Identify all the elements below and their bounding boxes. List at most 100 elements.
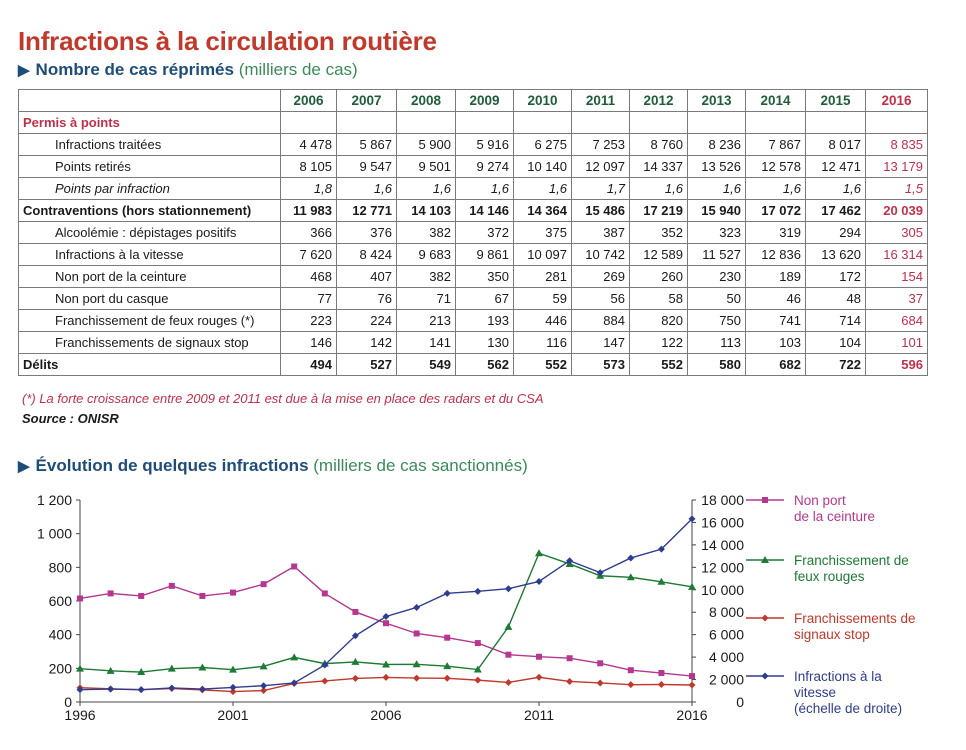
table-cell: [396, 111, 456, 134]
table-cell: 5 900: [396, 133, 456, 156]
table-row: Points par infraction 1,8 1,6 1,6 1,6 1,6 1,7 1…: [18, 177, 928, 200]
right-axis-tick-label: 2 000: [709, 672, 744, 688]
legend-label: Infractions à la vitesse (échelle de droit…: [794, 669, 902, 716]
row-label: Points par infraction: [18, 177, 281, 200]
table-cell: 562: [455, 353, 514, 376]
table-cell: 46: [745, 287, 806, 310]
left-axis-tick-label: 1 200: [37, 492, 72, 508]
table-cell: 15 486: [571, 199, 630, 222]
legend-label: Franchissements de signaux stop: [794, 611, 916, 642]
table-cell: 189: [745, 265, 806, 288]
table-cell: 5 916: [455, 133, 514, 156]
series-marker: [474, 587, 482, 595]
series-marker: [443, 662, 452, 670]
series-marker: [474, 676, 482, 684]
table-row: Points retirés 8 105 9 547 9 501 9 274 10 140…: [18, 155, 928, 178]
row-label: Franchissement de feux rouges (*): [18, 309, 281, 332]
table-cell: 71: [396, 287, 456, 310]
legend-label-line: Franchissements de: [794, 611, 916, 626]
row-label: Non port de la ceinture: [18, 265, 281, 288]
table-cell: 552: [629, 353, 688, 376]
series-marker: [505, 651, 512, 658]
series-marker: [198, 663, 207, 671]
table-cell: 12 471: [805, 155, 866, 178]
table-row: Non port de la ceinture 468 407 382 350 281 26…: [18, 265, 928, 288]
table-cell: [805, 111, 866, 134]
table-cell: [629, 111, 688, 134]
table-cell: 7 867: [745, 133, 806, 156]
series-marker: [596, 569, 604, 577]
series-marker: [168, 684, 176, 692]
series-marker: [229, 665, 237, 673]
legend-label-line: de la ceinture: [794, 509, 875, 524]
header-corner: [18, 89, 281, 112]
table-cell: 224: [336, 309, 397, 332]
table-cell: 269: [571, 265, 630, 288]
table-cell: [455, 111, 514, 134]
series-marker: [474, 640, 481, 647]
table-cell: 113: [687, 331, 746, 354]
table-cell: 48: [805, 287, 866, 310]
table-cell: 1,6: [513, 177, 572, 200]
year-header: 2009: [455, 89, 514, 112]
series-marker: [504, 678, 512, 686]
row-label: Contraventions (hors stationnement): [18, 199, 281, 222]
series-marker: [259, 662, 268, 670]
series-marker: [321, 677, 329, 685]
table-cell: 1,6: [629, 177, 688, 200]
table-cell: 17 219: [629, 199, 688, 222]
series-marker: [627, 681, 635, 689]
table-footnote: (*) La forte croissance entre 2009 et 20…: [22, 391, 544, 406]
series-marker: [383, 620, 389, 627]
table-cell: 20 039: [865, 199, 928, 222]
table-cell: 1,5: [865, 177, 928, 200]
table-cell: 14 337: [629, 155, 688, 178]
series-marker: [382, 660, 390, 668]
series-marker: [107, 685, 115, 693]
table-cell: 352: [629, 221, 688, 244]
row-label: Infractions à la vitesse: [18, 243, 281, 266]
table-cell: [571, 111, 630, 134]
table-cell: 884: [571, 309, 630, 332]
table-row: Alcoolémie : dépistages positifs 366 376 38…: [18, 221, 928, 244]
table-cell: 130: [455, 331, 514, 354]
row-label: Points retirés: [18, 155, 281, 178]
right-axis-tick-label: 18 000: [701, 492, 744, 508]
series-marker: [260, 581, 267, 588]
table-cell: 382: [396, 265, 456, 288]
table-cell: 17 072: [745, 199, 806, 222]
table-cell: 260: [629, 265, 688, 288]
table-cell: 56: [571, 287, 630, 310]
table-cell: 7 253: [571, 133, 630, 156]
table-cell: 104: [805, 331, 866, 354]
year-header: 2010: [513, 89, 572, 112]
table-cell: 15 940: [687, 199, 746, 222]
right-axis-tick-label: 8 000: [709, 604, 744, 620]
left-axis-tick-label: 1 000: [37, 526, 72, 542]
table-row: Contraventions (hors stationnement) 11 98…: [18, 199, 928, 222]
series-marker: [382, 612, 390, 620]
table-cell: 230: [687, 265, 746, 288]
table-cell: 67: [455, 287, 514, 310]
table-cell: 103: [745, 331, 806, 354]
table-cell: 580: [687, 353, 746, 376]
table-cell: 141: [396, 331, 456, 354]
row-label: Permis à points: [18, 111, 281, 134]
table-subtitle: ▶ Nombre de cas réprimés (milliers de cas…: [18, 60, 358, 80]
table-cell: 468: [280, 265, 337, 288]
table-cell: 387: [571, 221, 630, 244]
table-cell: 376: [336, 221, 397, 244]
series-marker: [657, 545, 665, 553]
table-cell: 552: [513, 353, 572, 376]
table-cell: 1,6: [396, 177, 456, 200]
table-cell: [865, 111, 928, 134]
table-row: Infractions traitées 4 478 5 867 5 900 5 916…: [18, 133, 928, 156]
series-marker: [473, 665, 482, 673]
table-row: Infractions à la vitesse 7 620 8 424 9 683 9…: [18, 243, 928, 266]
series-marker: [443, 589, 451, 597]
year-header: 2008: [396, 89, 456, 112]
series-marker: [198, 685, 206, 693]
row-label: Alcoolémie : dépistages positifs: [18, 221, 281, 244]
table-cell: 193: [455, 309, 514, 332]
table-cell: 294: [805, 221, 866, 244]
